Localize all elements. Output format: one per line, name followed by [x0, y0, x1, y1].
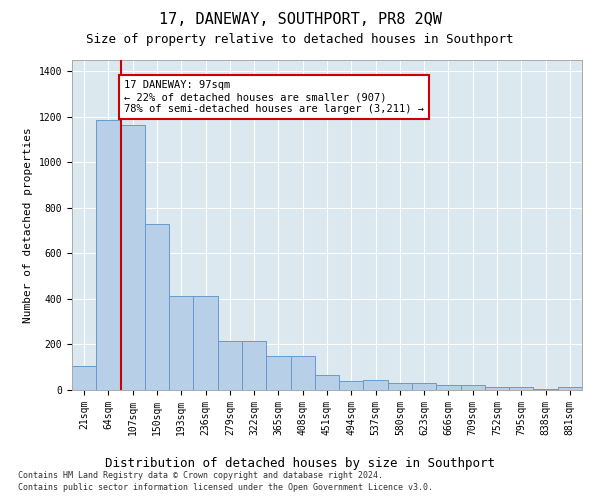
Bar: [242, 341, 266, 390]
Text: Contains public sector information licensed under the Open Government Licence v3: Contains public sector information licen…: [18, 483, 433, 492]
Bar: [72, 366, 96, 390]
Bar: [315, 375, 339, 390]
Text: 17, DANEWAY, SOUTHPORT, PR8 2QW: 17, DANEWAY, SOUTHPORT, PR8 2QW: [158, 12, 442, 28]
Bar: [533, 389, 558, 390]
Bar: [436, 386, 461, 390]
Bar: [121, 125, 145, 390]
Bar: [96, 120, 121, 390]
Bar: [509, 386, 533, 390]
Text: 17 DANEWAY: 97sqm
← 22% of detached houses are smaller (907)
78% of semi-detache: 17 DANEWAY: 97sqm ← 22% of detached hous…: [124, 80, 424, 114]
Bar: [266, 356, 290, 390]
Bar: [145, 224, 169, 390]
Bar: [193, 296, 218, 390]
Text: Size of property relative to detached houses in Southport: Size of property relative to detached ho…: [86, 32, 514, 46]
Bar: [388, 383, 412, 390]
Bar: [412, 383, 436, 390]
Bar: [485, 386, 509, 390]
Text: Distribution of detached houses by size in Southport: Distribution of detached houses by size …: [105, 458, 495, 470]
Bar: [364, 380, 388, 390]
Bar: [290, 356, 315, 390]
Bar: [218, 341, 242, 390]
Text: Contains HM Land Registry data © Crown copyright and database right 2024.: Contains HM Land Registry data © Crown c…: [18, 470, 383, 480]
Bar: [169, 296, 193, 390]
Y-axis label: Number of detached properties: Number of detached properties: [23, 127, 33, 323]
Bar: [461, 386, 485, 390]
Bar: [339, 381, 364, 390]
Bar: [558, 386, 582, 390]
